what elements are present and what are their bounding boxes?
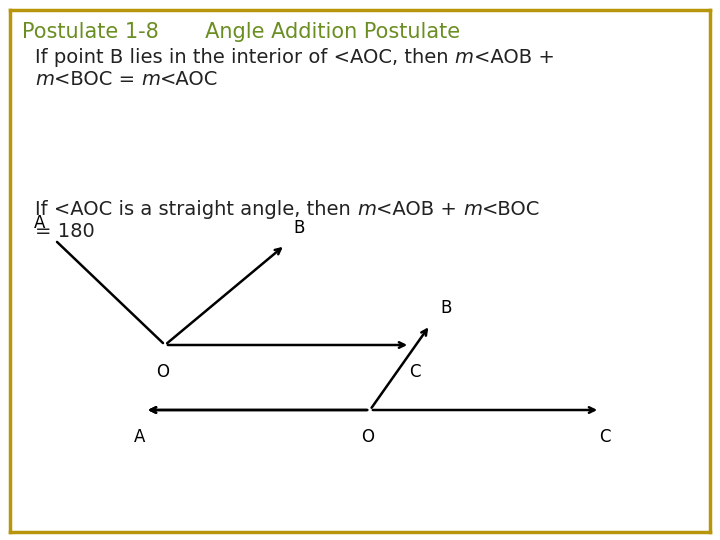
Text: C: C xyxy=(409,363,420,381)
Text: O: O xyxy=(156,363,169,381)
Text: = 180: = 180 xyxy=(35,222,95,241)
Text: If <AOC is a straight angle, then: If <AOC is a straight angle, then xyxy=(35,200,357,219)
Text: A: A xyxy=(135,428,145,446)
Text: m: m xyxy=(455,48,474,67)
Text: B: B xyxy=(440,299,451,317)
Text: If point B lies in the interior of <AOC, then: If point B lies in the interior of <AOC,… xyxy=(35,48,455,67)
Text: B: B xyxy=(293,219,305,237)
Text: <AOB +: <AOB + xyxy=(376,200,463,219)
Text: A: A xyxy=(34,214,45,232)
Text: <AOB +: <AOB + xyxy=(474,48,554,67)
Text: m: m xyxy=(141,70,161,89)
Text: Postulate 1-8       Angle Addition Postulate: Postulate 1-8 Angle Addition Postulate xyxy=(22,22,460,42)
Text: m: m xyxy=(357,200,376,219)
Text: <BOC: <BOC xyxy=(482,200,541,219)
Text: <BOC =: <BOC = xyxy=(54,70,141,89)
Text: m: m xyxy=(463,200,482,219)
Text: m: m xyxy=(35,70,54,89)
Text: O: O xyxy=(361,428,374,446)
Text: C: C xyxy=(599,428,611,446)
Text: <AOC: <AOC xyxy=(161,70,219,89)
